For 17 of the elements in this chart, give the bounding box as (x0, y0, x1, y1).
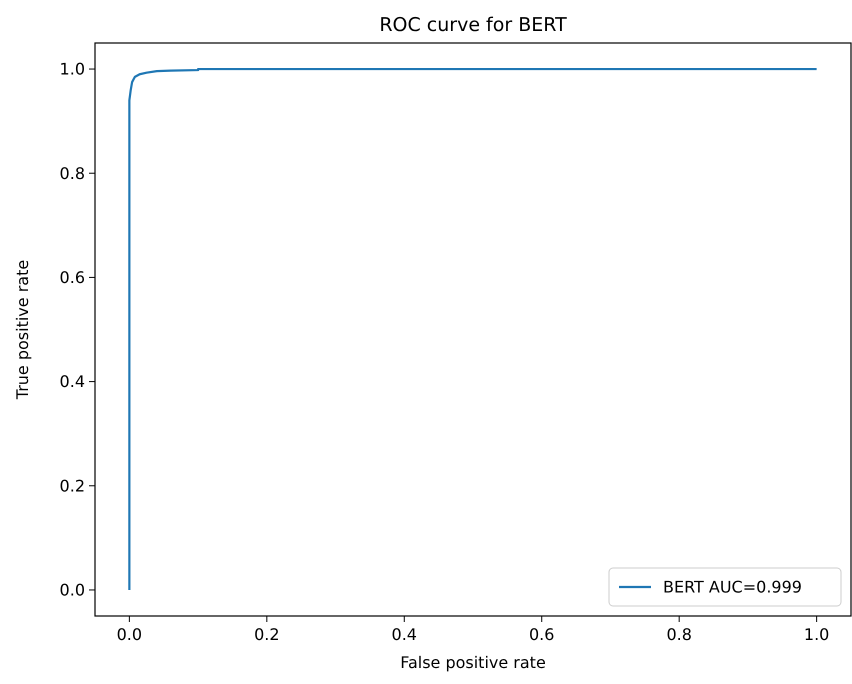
y-axis-title: True positive rate (13, 260, 32, 400)
y-tick-label: 0.2 (60, 476, 85, 496)
line-series (128, 68, 818, 592)
x-tick-label: 0.0 (116, 625, 142, 644)
x-tick-label: 0.2 (254, 625, 280, 644)
y-tick-label: 0.4 (60, 372, 85, 392)
x-axis-title: False positive rate (400, 653, 546, 672)
legend-label: BERT AUC=0.999 (663, 578, 802, 597)
y-tick-label: 0.0 (60, 580, 85, 600)
y-tick-label: 1.0 (60, 60, 85, 79)
y-tick-label: 0.6 (60, 268, 85, 288)
x-tick-label: 0.6 (529, 625, 554, 644)
y-tick-label: 0.8 (60, 164, 85, 183)
x-tick-label: 0.4 (392, 625, 417, 644)
chart-title: ROC curve for BERT (379, 14, 568, 36)
x-tick-label: 1.0 (804, 625, 830, 644)
x-tick-label: 0.8 (666, 625, 692, 644)
